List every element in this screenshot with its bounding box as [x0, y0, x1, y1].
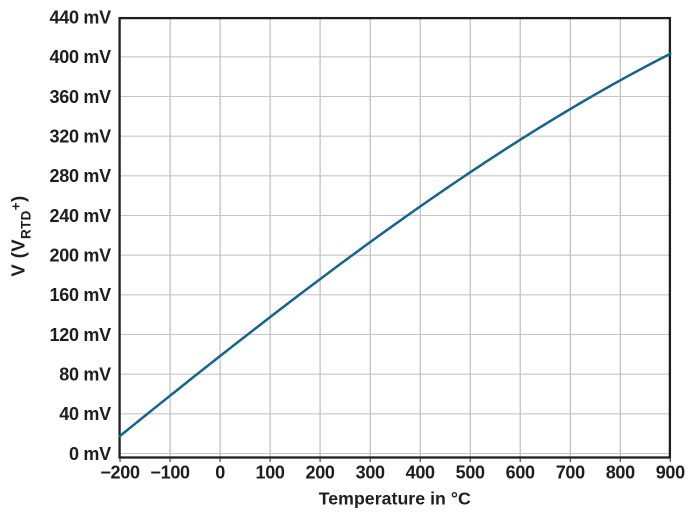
- svg-text:400 mV: 400 mV: [50, 47, 112, 67]
- svg-text:200 mV: 200 mV: [50, 246, 112, 266]
- svg-text:440 mV: 440 mV: [50, 8, 112, 28]
- svg-text:0 mV: 0 mV: [69, 444, 111, 464]
- svg-text:120 mV: 120 mV: [50, 325, 112, 345]
- svg-text:−100: −100: [150, 462, 190, 482]
- svg-text:600: 600: [506, 462, 535, 482]
- svg-text:200: 200: [306, 462, 335, 482]
- svg-text:240 mV: 240 mV: [50, 206, 112, 226]
- svg-text:160 mV: 160 mV: [50, 285, 112, 305]
- svg-text:400: 400: [406, 462, 435, 482]
- svg-text:280 mV: 280 mV: [50, 166, 112, 186]
- svg-text:900: 900: [656, 462, 685, 482]
- svg-text:700: 700: [556, 462, 585, 482]
- svg-text:800: 800: [606, 462, 635, 482]
- svg-text:40 mV: 40 mV: [59, 404, 111, 424]
- svg-text:320 mV: 320 mV: [50, 127, 112, 147]
- svg-text:100: 100: [256, 462, 285, 482]
- svg-text:Temperature in °C: Temperature in °C: [319, 489, 471, 509]
- svg-text:500: 500: [456, 462, 485, 482]
- svg-text:360 mV: 360 mV: [50, 87, 112, 107]
- svg-text:−200: −200: [100, 462, 140, 482]
- svg-text:300: 300: [356, 462, 385, 482]
- svg-text:80 mV: 80 mV: [59, 365, 111, 385]
- svg-text:0: 0: [215, 462, 225, 482]
